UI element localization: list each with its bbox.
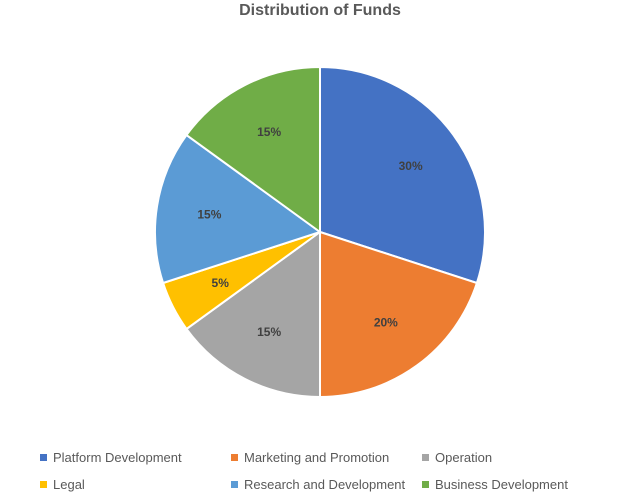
legend-swatch [231, 454, 238, 461]
data-label-research-and-development: 15% [197, 207, 221, 221]
data-label-platform-development: 30% [399, 159, 423, 173]
legend-item-business-development: Business Development [422, 477, 622, 492]
legend-swatch [40, 481, 47, 488]
legend-swatch [422, 481, 429, 488]
legend-row: Legal Research and Development Business … [40, 471, 630, 498]
legend-item-research-and-development: Research and Development [231, 477, 422, 492]
legend-label: Research and Development [244, 477, 406, 492]
chart-legend: Platform Development Marketing and Promo… [40, 444, 630, 498]
legend-label: Operation [435, 450, 493, 465]
pie-slice-operation [185, 230, 321, 399]
pie-slice-business-development [185, 65, 321, 234]
legend-swatch [231, 481, 238, 488]
data-label-marketing-and-promotion: 20% [374, 316, 398, 330]
legend-label: Platform Development [53, 450, 182, 465]
chart-title: Distribution of Funds [239, 2, 401, 19]
legend-label: Marketing and Promotion [244, 450, 390, 465]
pie-slice-marketing-and-promotion [319, 230, 479, 399]
legend-swatch [422, 454, 429, 461]
data-label-legal: 5% [212, 276, 230, 290]
pie-slice-research-and-development [154, 133, 323, 285]
pie-slice-platform-development [319, 65, 486, 285]
legend-row: Platform Development Marketing and Promo… [40, 444, 630, 471]
legend-item-platform-development: Platform Development [40, 450, 231, 465]
legend-label: Business Development [435, 477, 568, 492]
data-label-operation: 15% [257, 325, 281, 339]
legend-swatch [40, 454, 47, 461]
legend-item-operation: Operation [422, 450, 622, 465]
legend-item-marketing-and-promotion: Marketing and Promotion [231, 450, 422, 465]
legend-item-legal: Legal [40, 477, 231, 492]
legend-label: Legal [53, 477, 85, 492]
data-label-business-development: 15% [257, 125, 281, 139]
